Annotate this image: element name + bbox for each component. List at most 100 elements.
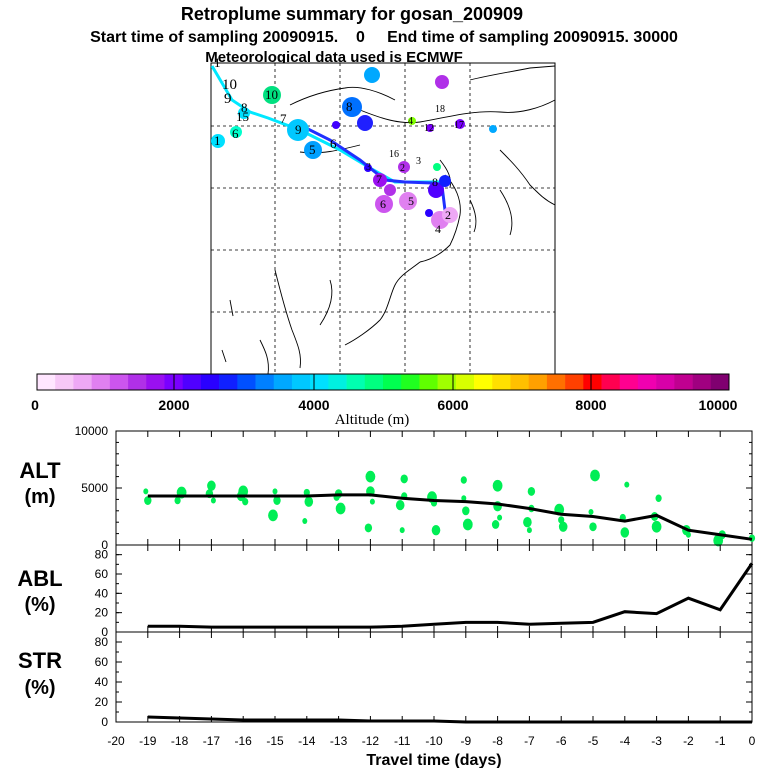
colorbar-swatch [546, 374, 566, 390]
plume-label: 5 [309, 142, 316, 157]
colorbar-swatch [364, 374, 384, 390]
plume-label: 18 [435, 104, 445, 115]
plume-altitude-point [462, 518, 473, 531]
colorbar-swatch [91, 374, 111, 390]
cluster-marker [489, 125, 497, 133]
cluster-marker [230, 126, 242, 138]
plume-altitude-point [364, 523, 373, 533]
cluster-marker [398, 161, 410, 173]
cluster-marker [375, 195, 393, 213]
colorbar-ticks: 0 2000 4000 6000 8000 10000 [31, 397, 738, 413]
cluster-marker [408, 117, 416, 125]
cluster-marker [439, 175, 451, 187]
altitude-colorbar [36, 373, 730, 391]
colorbar-swatch [37, 374, 56, 390]
plume-label: 3 [366, 162, 371, 173]
cluster-marker [435, 75, 449, 89]
plume-label: 15 [236, 109, 249, 124]
colorbar-swatch [109, 374, 129, 390]
cluster-marker [373, 173, 387, 187]
panel-abl: 80 60 40 20 0 ABL (%) [17, 544, 754, 639]
plume-altitude-point [620, 527, 630, 538]
plume-track-late [299, 123, 450, 223]
met-data-line: Meteorological data used is ECMWF [205, 49, 463, 66]
x-tick-label: -4 [619, 734, 630, 748]
plume-label: 4 [408, 116, 413, 127]
cluster-marker [442, 207, 458, 223]
x-tick-label: -9 [460, 734, 471, 748]
colorbar-swatch [601, 374, 621, 390]
colorbar-swatch [328, 374, 347, 390]
plume-altitude-point [655, 494, 662, 502]
plume-altitude-point [589, 522, 597, 532]
plume-altitude-point [273, 496, 281, 505]
y-axis-label: (m) [24, 486, 55, 508]
colorbar-swatch [200, 374, 220, 390]
colorbar-swatch [419, 374, 438, 390]
plume-altitude-point [302, 518, 308, 525]
plume-altitude-point [400, 474, 408, 484]
x-tick-label: -16 [235, 734, 253, 748]
plume-altitude-point [523, 517, 532, 528]
plume-clusters [211, 67, 497, 229]
colorbar-swatch [310, 374, 329, 390]
cluster-marker [455, 119, 465, 129]
y-axis-label: ABL [17, 566, 62, 591]
plume-altitude-point [685, 531, 691, 538]
cluster-marker [357, 115, 373, 131]
colorbar-tick: 4000 [298, 397, 329, 413]
colorbar-swatch [437, 374, 457, 390]
y-tick-label: 20 [95, 606, 109, 620]
cluster-marker [263, 86, 281, 104]
plume-altitude-point [207, 480, 216, 491]
y-tick-label: 60 [95, 655, 109, 669]
plume-altitude-point [272, 488, 278, 495]
coastlines [221, 65, 556, 375]
cluster-marker [211, 134, 225, 148]
cluster-marker [342, 97, 362, 117]
map-grid [211, 63, 555, 374]
x-tick-label: -3 [651, 734, 662, 748]
plume-label: 6 [330, 136, 337, 151]
cluster-marker [384, 184, 396, 196]
x-tick-label: -1 [715, 734, 726, 748]
colorbar-swatch [528, 374, 548, 390]
plume-label: 1 [214, 133, 221, 148]
cluster-marker [425, 209, 433, 217]
y-axis-label: ALT [19, 458, 61, 483]
plume-altitude-point [144, 496, 152, 505]
colorbar-swatch [146, 374, 165, 390]
plume-altitude-point [395, 499, 405, 511]
plume-label: 7 [280, 111, 287, 126]
colorbar-swatch [291, 374, 311, 390]
colorbar-swatch [674, 374, 693, 390]
y-tick-label: 0 [101, 538, 108, 552]
cluster-marker [332, 121, 340, 129]
x-tick-label: -14 [298, 734, 316, 748]
plume-labels: 10 9 8 15 7 6 1 10 9 5 8 6 1 16 3 4 12 1… [214, 55, 464, 236]
plume-altitude-point [651, 520, 662, 533]
plume-altitude-point [497, 514, 503, 521]
y-tick-label: 60 [95, 567, 109, 581]
cluster-marker [399, 192, 417, 210]
y-tick-label: 10000 [75, 424, 109, 438]
x-tick-label: -7 [524, 734, 535, 748]
panel-frame [115, 544, 753, 633]
plume-altitude-point [369, 498, 375, 505]
plume-label: 1 [214, 55, 221, 70]
plume-label: 2 [400, 163, 405, 174]
plume-altitude-point [461, 495, 467, 502]
colorbar-swatch [692, 374, 712, 390]
plume-altitude-point [492, 479, 503, 492]
y-tick-label: 0 [101, 625, 108, 639]
colorbar-swatch [237, 374, 256, 390]
plume-altitude-point [460, 476, 467, 484]
sampling-time-line: Start time of sampling 20090915. 0 End t… [90, 29, 678, 46]
plume-altitude-point [268, 509, 278, 522]
plume-altitude-point [303, 488, 310, 497]
y-axis-label: (%) [24, 677, 55, 699]
plume-altitude-point [210, 497, 216, 504]
plume-altitude-point [590, 469, 600, 482]
